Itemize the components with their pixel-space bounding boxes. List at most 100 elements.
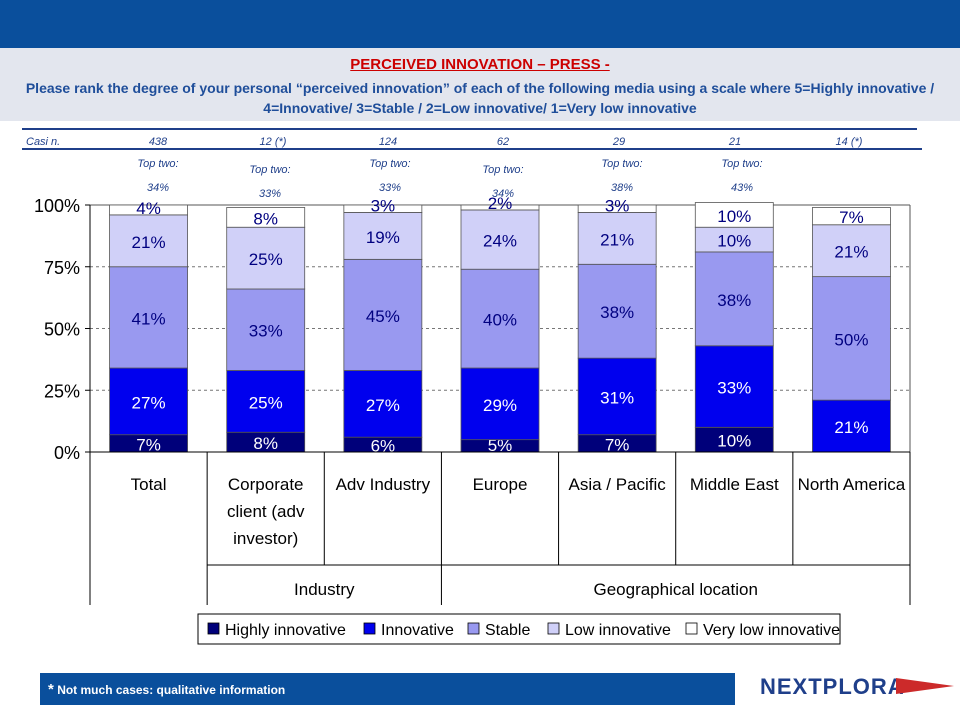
data-label: 8% <box>253 209 278 228</box>
data-label: 8% <box>253 434 278 453</box>
data-label: 3% <box>371 196 396 215</box>
y-tick-label: 0% <box>54 443 80 463</box>
bar-segment <box>812 224 891 278</box>
page-subtitle: Please rank the degree of your personal … <box>25 80 935 116</box>
data-label: 50% <box>834 330 868 349</box>
top-two-label: Top two: <box>601 158 643 170</box>
cases-value: 12 (*) <box>259 136 287 148</box>
data-label: 33% <box>717 379 751 398</box>
cases-label: Casi n. <box>26 136 61 148</box>
data-label: 31% <box>600 388 634 407</box>
data-label: 40% <box>483 311 517 330</box>
group-label: Industry <box>294 580 355 599</box>
bar-segment <box>343 370 423 438</box>
top-two-label: Top two: <box>482 164 524 176</box>
bar-segment <box>343 204 423 213</box>
bar-segment <box>343 258 423 371</box>
brand-logo-flag-icon <box>896 678 954 694</box>
top-two-label: Top two: <box>249 164 291 176</box>
page-title: PERCEIVED INNOVATION – PRESS - <box>350 56 610 73</box>
data-label: 29% <box>483 396 517 415</box>
data-label: 6% <box>371 437 396 456</box>
legend-label: Innovative <box>381 622 454 639</box>
legend-label: Stable <box>485 622 530 639</box>
data-label: 45% <box>366 307 400 326</box>
data-label: 21% <box>834 243 868 262</box>
data-label: 7% <box>605 435 630 454</box>
data-label: 25% <box>249 250 283 269</box>
cases-value: 438 <box>148 136 168 148</box>
data-label: 5% <box>488 436 513 455</box>
data-label: 7% <box>839 208 864 227</box>
y-tick-label: 75% <box>44 258 80 278</box>
data-label: 4% <box>136 199 161 218</box>
cases-value: 14 (*) <box>835 136 863 148</box>
top-two-label: Top two: <box>721 158 763 170</box>
category-label: Middle East <box>690 475 779 494</box>
top-two-value: 34% <box>146 182 170 194</box>
bar-segment <box>460 268 540 369</box>
bar-segment <box>226 288 306 371</box>
legend-swatch <box>547 622 560 635</box>
bar-segment <box>694 202 774 228</box>
bar-segment <box>694 251 774 347</box>
category-label: Total <box>131 475 167 494</box>
legend-swatch <box>207 622 220 635</box>
data-label: 10% <box>717 232 751 251</box>
cases-value: 124 <box>378 136 398 148</box>
legend-box <box>197 613 841 645</box>
group-label: Geographical location <box>593 580 757 599</box>
bar-segment <box>694 426 774 453</box>
data-label: 27% <box>132 393 166 412</box>
y-tick-label: 50% <box>44 320 80 340</box>
footer-star: * <box>48 681 54 698</box>
category-label: Corporate <box>228 475 304 494</box>
bar-segment <box>577 204 657 213</box>
legend-label: Low innovative <box>565 622 671 639</box>
cases-rule-bottom <box>22 148 922 150</box>
brand-logo: NEXTPLORA <box>758 672 958 704</box>
legend-swatch <box>363 622 376 635</box>
data-label: 7% <box>136 435 161 454</box>
cases-value: 29 <box>612 136 626 148</box>
legend-swatch <box>685 622 698 635</box>
cases-value: 62 <box>496 136 510 148</box>
bar-segment <box>343 212 423 260</box>
bar-segment <box>109 204 188 216</box>
category-label: North America <box>798 475 906 494</box>
category-label: Europe <box>473 475 528 494</box>
bar-segment <box>577 357 657 436</box>
data-label: 25% <box>249 393 283 412</box>
bar-segment <box>694 226 774 253</box>
bar-segment <box>694 345 774 428</box>
title-box <box>0 48 960 121</box>
top-two-label: Top two: <box>369 158 411 170</box>
brand-logo-text: NEXTPLORA <box>760 674 905 699</box>
top-two-label: Top two: <box>137 158 179 170</box>
data-label: 33% <box>249 322 283 341</box>
category-label: Asia / Pacific <box>568 475 666 494</box>
top-two-value: 43% <box>730 182 754 194</box>
category-label: Adv Industry <box>336 475 431 494</box>
bar-segment <box>812 207 891 226</box>
bar-segment <box>812 276 891 401</box>
data-label: 19% <box>366 228 400 247</box>
data-label: 10% <box>717 207 751 226</box>
category-label: investor) <box>233 529 298 548</box>
top-two-value: 33% <box>258 188 282 200</box>
data-label: 2% <box>488 194 513 213</box>
data-label: 41% <box>132 309 166 328</box>
data-label: 27% <box>366 396 400 415</box>
category-label: client (adv <box>227 502 305 521</box>
data-label: 24% <box>483 232 517 251</box>
bar-segment <box>577 263 657 359</box>
bar-segment <box>109 266 188 369</box>
bar-segment <box>109 214 188 268</box>
footer-note: * Not much cases: qualitative informatio… <box>48 681 285 698</box>
bar-segment <box>460 209 540 270</box>
data-label: 21% <box>600 230 634 249</box>
bar-segment <box>460 367 540 441</box>
y-tick-label: 100% <box>34 196 80 216</box>
bar-segment <box>577 212 657 265</box>
